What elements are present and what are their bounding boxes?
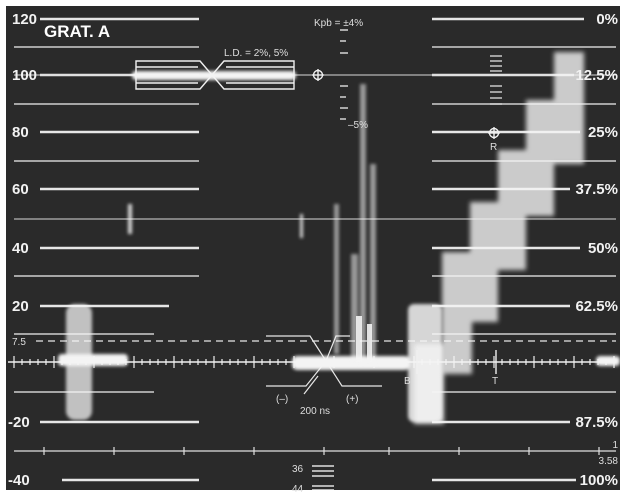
right-label-25: 25% xyxy=(588,124,618,141)
left-label-20: 20 xyxy=(12,298,29,315)
graticule-title: GRAT. A xyxy=(44,22,110,41)
left-label-100: 100 xyxy=(12,67,37,84)
marker-letter-b: B xyxy=(404,376,411,387)
right-scale-labels: 0% 12.5% 25% 37.5% 50% 62.5% 87.5% 100% … xyxy=(575,11,618,489)
screen-border xyxy=(4,4,622,492)
marker-letter-t: T xyxy=(492,376,498,387)
right-label-62-5: 62.5% xyxy=(575,298,618,315)
ld-label: L.D. = 2%, 5% xyxy=(224,48,288,59)
bottom-mark-36: 36 xyxy=(292,464,304,475)
timing-plus-label: (+) xyxy=(346,394,359,405)
waveform-trace xyxy=(58,52,620,424)
right-label-0: 0% xyxy=(596,11,618,28)
right-extra-3-58: 3.58 xyxy=(599,456,619,467)
right-label-100: 100% xyxy=(580,472,618,489)
graticule-display: GRAT. A 120 100 80 60 40 20 7.5 -20 -40 … xyxy=(4,4,622,492)
timing-label: 200 ns xyxy=(300,406,330,417)
left-label-60: 60 xyxy=(12,181,29,198)
ld-box xyxy=(135,60,295,90)
waveform-monitor-screen: GRAT. A 120 100 80 60 40 20 7.5 -20 -40 … xyxy=(4,4,622,492)
left-label-neg40: -40 xyxy=(8,472,30,489)
left-label-neg20: -20 xyxy=(8,414,30,431)
kpb-minus-label: –5% xyxy=(348,120,368,131)
left-label-80: 80 xyxy=(12,124,29,141)
right-label-37-5: 37.5% xyxy=(575,181,618,198)
center-vertical-scale xyxy=(340,29,348,120)
right-extra-1: 1 xyxy=(612,440,618,451)
bottom-mark-44: 44 xyxy=(292,484,304,492)
left-label-120: 120 xyxy=(12,11,37,28)
right-label-12-5: 12.5% xyxy=(575,67,618,84)
left-scale-labels: 120 100 80 60 40 20 7.5 -20 -40 xyxy=(8,11,37,489)
left-label-7-5: 7.5 xyxy=(12,337,26,348)
right-label-87-5: 87.5% xyxy=(575,414,618,431)
left-graticule-lines xyxy=(40,17,199,482)
right-label-50: 50% xyxy=(588,240,618,257)
left-label-40: 40 xyxy=(12,240,29,257)
marker-letter-r: R xyxy=(490,142,497,153)
crosshair-markers xyxy=(312,69,500,139)
timing-minus-label: (–) xyxy=(276,394,288,405)
kpb-label: Kpb = ±4% xyxy=(314,18,363,29)
